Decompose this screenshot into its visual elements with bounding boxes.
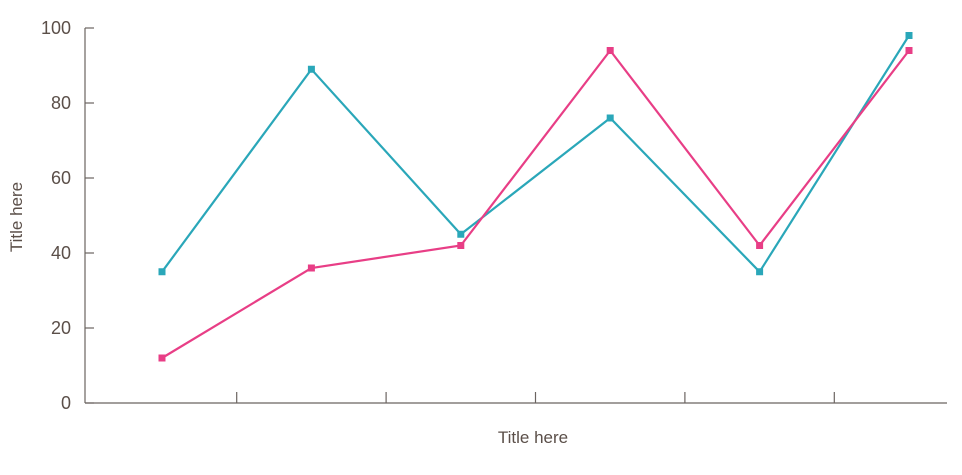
- y-axis: 0 20 40 60 80 100: [41, 18, 94, 413]
- series-line: [161, 34, 910, 274]
- y-tick-label: 80: [51, 93, 71, 113]
- y-tick-label: 40: [51, 243, 71, 263]
- y-tick-label: 20: [51, 318, 71, 338]
- data-point: [307, 264, 315, 272]
- y-tick-label: 60: [51, 168, 71, 188]
- data-point: [158, 268, 166, 276]
- data-point: [756, 268, 764, 276]
- y-axis-title: Title here: [7, 182, 26, 252]
- series-1: [158, 32, 913, 276]
- x-axis-title: Title here: [498, 428, 568, 447]
- data-point: [307, 65, 315, 73]
- data-point: [905, 47, 913, 54]
- data-point: [158, 354, 166, 362]
- data-point: [606, 114, 614, 122]
- series-2: [158, 47, 913, 362]
- series-line: [161, 48, 910, 359]
- y-tick-label: 100: [41, 18, 71, 38]
- x-axis: [85, 392, 947, 404]
- data-point: [457, 242, 465, 249]
- data-point: [905, 32, 913, 39]
- data-point: [606, 47, 614, 54]
- data-point: [756, 242, 764, 249]
- y-tick-label: 0: [61, 393, 71, 413]
- data-point: [457, 230, 465, 238]
- series-layer: [158, 32, 913, 362]
